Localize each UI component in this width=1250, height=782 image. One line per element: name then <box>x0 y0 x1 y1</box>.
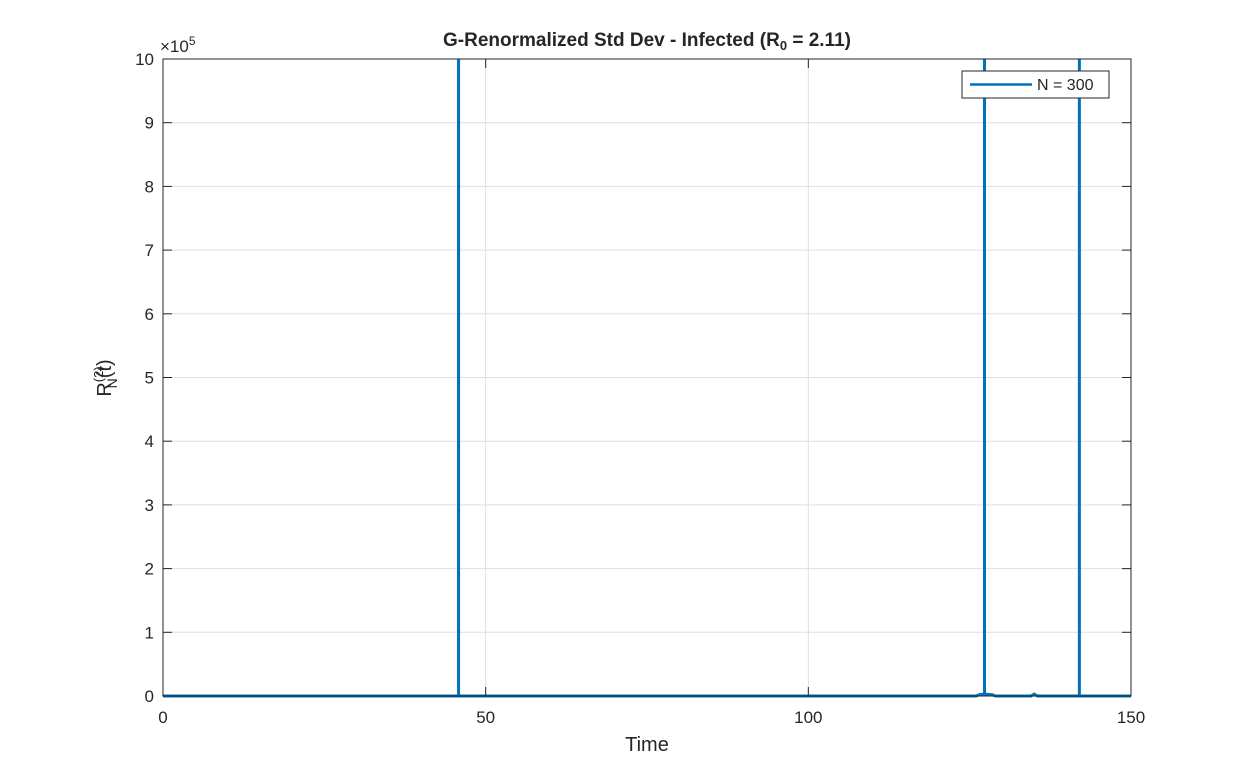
y-exponent-label: ×105 <box>160 34 196 56</box>
x-tick-label: 100 <box>794 708 822 727</box>
title-main: G-Renormalized Std Dev - Infected (R <box>443 30 780 51</box>
y-tick-label: 3 <box>145 496 154 515</box>
title-subscript: 0 <box>780 38 787 53</box>
chart-title: G-Renormalized Std Dev - Infected (R0 = … <box>443 30 851 53</box>
x-tick-label: 0 <box>158 708 167 727</box>
x-tick-label: 50 <box>476 708 495 727</box>
y-tick-label: 0 <box>145 687 154 706</box>
y-label-subscript: N <box>104 378 120 388</box>
y-label-tail: (t) <box>94 359 116 378</box>
title-tail: = 2.11) <box>787 30 851 51</box>
y-tick-label: 9 <box>145 114 154 133</box>
y-tick-label: 6 <box>145 305 154 324</box>
y-tick-label: 1 <box>145 623 154 642</box>
y-tick-label: 5 <box>145 369 154 388</box>
legend-label-series-0: N = 300 <box>1037 77 1094 94</box>
y-tick-label: 10 <box>135 50 154 69</box>
y-label-main: R <box>94 382 116 396</box>
y-tick-label: 7 <box>145 241 154 260</box>
y-exponent-base: ×10 <box>160 37 189 56</box>
legend[interactable]: N = 300 <box>961 70 1110 99</box>
y-exponent-power: 5 <box>189 34 196 48</box>
ticks: 0 50 100 150 0 1 2 3 4 5 6 7 8 9 10 <box>135 50 1145 727</box>
y-tick-label: 4 <box>145 432 154 451</box>
x-axis-label: Time <box>625 734 669 756</box>
y-label-superscript: (2) <box>91 366 106 382</box>
x-tick-label: 150 <box>1117 708 1145 727</box>
y-axis-label: R(2)N(t) <box>91 359 120 396</box>
y-tick-label: 2 <box>145 560 154 579</box>
y-tick-label: 8 <box>145 177 154 196</box>
